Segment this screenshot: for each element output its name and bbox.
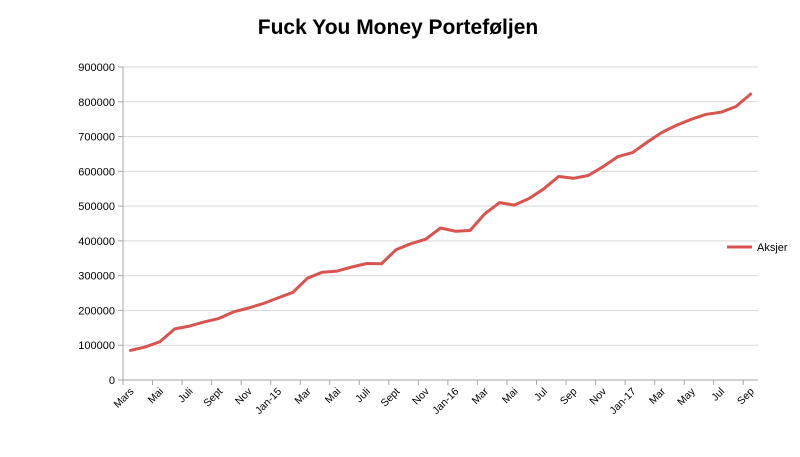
x-tick-label: Nov	[587, 385, 609, 407]
x-tick-label: Sept	[379, 386, 403, 410]
y-tick-label: 300000	[78, 271, 115, 283]
x-tick-label: Mai	[500, 386, 520, 406]
legend: Aksjer	[727, 242, 788, 254]
x-tick-label: Jan-16	[430, 386, 461, 417]
x-tick-label: Sep	[735, 386, 757, 408]
x-tick-label: Sept	[201, 386, 225, 410]
x-tick-label: Nov	[410, 385, 432, 407]
x-tick-label: Jan-17	[607, 386, 638, 417]
y-tick-label: 700000	[78, 132, 115, 144]
legend-label-aksjer: Aksjer	[757, 242, 788, 254]
x-tick-label: Mars	[112, 386, 137, 411]
y-tick-label: 0	[109, 375, 115, 387]
y-tick-label: 400000	[78, 236, 115, 248]
x-tick-label: Sep	[558, 386, 580, 408]
x-tick-label: Mai	[146, 386, 166, 406]
x-tick-label: Mai	[323, 386, 343, 406]
x-tick-label: May	[675, 385, 698, 408]
y-tick-label: 600000	[78, 166, 115, 178]
series-line-aksjer	[128, 92, 753, 352]
gridlines	[118, 66, 758, 381]
x-tick-label: Jan-15	[253, 386, 284, 417]
x-tick-label: Jul	[532, 386, 550, 404]
y-tick-label: 500000	[78, 201, 115, 213]
x-tick-label: Juli	[353, 386, 373, 406]
x-tick-label: Juli	[176, 386, 196, 406]
series-layer	[128, 92, 753, 352]
x-tick-label: Mar	[647, 385, 669, 407]
y-tick-label: 100000	[78, 340, 115, 352]
x-tick-label: Mar	[470, 385, 492, 407]
y-tick-label: 900000	[78, 62, 115, 74]
x-tick-label: Nov	[233, 385, 255, 407]
y-tick-label: 200000	[78, 305, 115, 317]
x-tick-label: Mar	[292, 385, 314, 407]
axes	[122, 67, 758, 385]
x-tick-label: Jul	[709, 386, 727, 404]
y-axis-tick-labels: 0 100000 200000 300000 400000 500000 600000 700…	[78, 62, 115, 387]
chart-title: Fuck You Money Porteføljen	[258, 16, 538, 39]
y-tick-label: 800000	[78, 97, 115, 109]
